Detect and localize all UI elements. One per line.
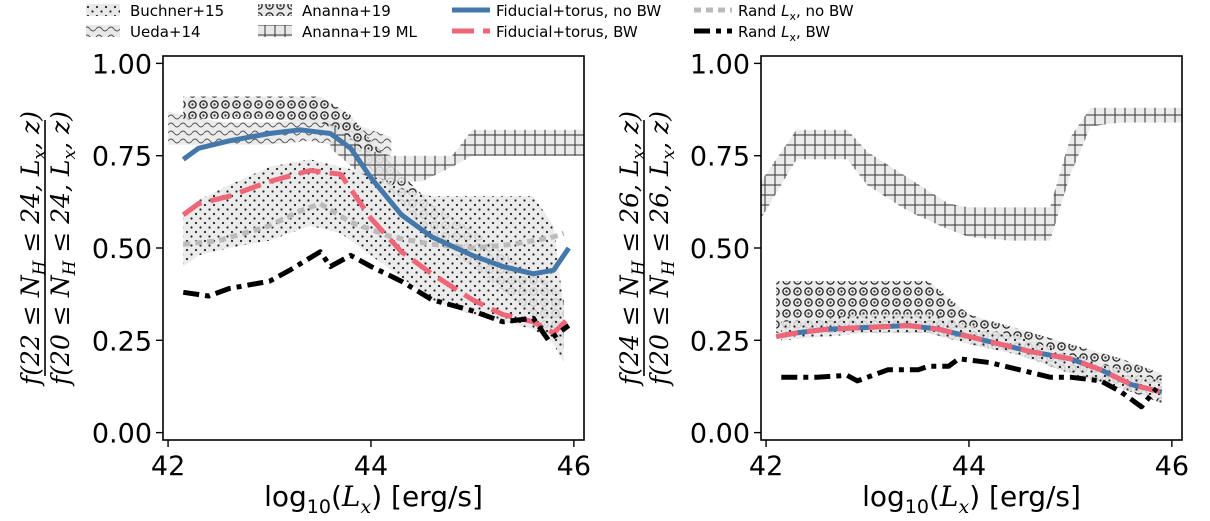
legend-entry-ananna19: Ananna+19 bbox=[258, 2, 391, 20]
series-fid_bw-left bbox=[181, 168, 571, 336]
legend-entry-buchner15: Buchner+15 bbox=[86, 2, 224, 20]
ytick-label-right-4: 1.00 bbox=[690, 49, 750, 80]
ylabel-numerator-left: f(22 ≤ NH​ ≤ 24, Lx​, z) bbox=[16, 111, 50, 387]
legend: Buchner+15 Ueda+14 Ananna+19 Ananna+19 ML Fi… bbox=[86, 2, 854, 44]
ytick-label-right-1: 0.25 bbox=[690, 326, 750, 357]
legend-label-rand_bw: Rand Lx, BW bbox=[738, 23, 830, 44]
series-rand_bw-left bbox=[182, 249, 571, 343]
band-pattern-buchner15-right bbox=[781, 314, 1162, 400]
xtick-label-left-0: 42 bbox=[151, 451, 185, 482]
legend-swatch-pattern-ananna19 bbox=[258, 4, 292, 16]
legend-entry-fid_nobw: Fiducial+torus, no BW bbox=[452, 2, 661, 20]
ytick-label-left-3: 0.75 bbox=[92, 142, 152, 173]
legend-label-buchner15: Buchner+15 bbox=[130, 2, 224, 20]
ytick-label-left-2: 0.50 bbox=[92, 234, 152, 265]
legend-entry-rand_nobw: Rand Lx, no BW bbox=[694, 2, 854, 23]
xtick-label-left-1: 44 bbox=[354, 451, 388, 482]
ytick-label-right-3: 0.75 bbox=[690, 142, 750, 173]
legend-label-fid_bw: Fiducial+torus, BW bbox=[496, 23, 638, 41]
legend-label-ueda14: Ueda+14 bbox=[130, 23, 201, 41]
ylabel-left: f(22 ≤ NH​ ≤ 24, Lx​, z)f(20 ≤ NH​ ≤ 24,… bbox=[16, 111, 80, 387]
xlabel-left: log10(Lx) [erg/s] bbox=[264, 480, 483, 518]
xlabel-right: log10(Lx) [erg/s] bbox=[862, 480, 1081, 518]
legend-label-fid_nobw: Fiducial+torus, no BW bbox=[496, 2, 661, 20]
band-pattern-ananna19-left bbox=[183, 96, 564, 348]
ylabel-right: f(24 ≤ NH​ ≤ 26, Lx​, z)f(20 ≤ NH​ ≤ 26,… bbox=[615, 111, 679, 387]
legend-entry-ananna19ml: Ananna+19 ML bbox=[258, 23, 418, 41]
ytick-label-left-1: 0.25 bbox=[92, 326, 152, 357]
ytick-label-right-2: 0.50 bbox=[690, 234, 750, 265]
series-rand_bw-right bbox=[781, 356, 1159, 410]
series-fid_nobw-left bbox=[181, 127, 571, 277]
ytick-label-left-0: 0.00 bbox=[92, 419, 152, 450]
series-rand_nobw-left bbox=[183, 201, 565, 251]
legend-entry-ueda14: Ueda+14 bbox=[86, 23, 201, 41]
legend-swatch-pattern-ueda14 bbox=[86, 25, 120, 37]
right-panel: 42 44 46 0.00 0.25 0.50 0.75 1.00 log10(Lx) [erg… bbox=[615, 49, 1189, 518]
legend-swatch-pattern-buchner15 bbox=[86, 4, 120, 16]
plot-area-left bbox=[168, 96, 584, 363]
ylabel-denominator-right: f(20 ≤ NH​ ≤ 26, Lx​, z) bbox=[645, 111, 679, 387]
plot-area-right bbox=[761, 107, 1182, 410]
ytick-label-left-4: 1.00 bbox=[92, 49, 152, 80]
xtick-label-right-1: 44 bbox=[952, 451, 986, 482]
xtick-label-left-2: 46 bbox=[557, 451, 591, 482]
band-pattern-ananna19ml-right bbox=[761, 107, 1182, 241]
legend-label-ananna19: Ananna+19 bbox=[302, 2, 391, 20]
series-fid_bw-right bbox=[775, 323, 1163, 395]
legend-swatch-pattern-ananna19ml bbox=[258, 25, 292, 37]
legend-label-rand_nobw: Rand Lx, no BW bbox=[738, 2, 854, 23]
xtick-label-right-2: 46 bbox=[1155, 451, 1189, 482]
legend-entry-fid_bw: Fiducial+torus, BW bbox=[452, 23, 638, 41]
legend-label-ananna19ml: Ananna+19 ML bbox=[302, 23, 418, 41]
left-panel: 42 44 46 0.00 0.25 0.50 0.75 1.00 log10(Lx) [erg… bbox=[16, 49, 591, 518]
band-pattern-ananna19ml-left bbox=[330, 122, 584, 182]
ytick-label-right-0: 0.00 bbox=[690, 419, 750, 450]
xtick-label-right-0: 42 bbox=[749, 451, 783, 482]
legend-entry-rand_bw: Rand Lx, BW bbox=[694, 23, 830, 44]
ylabel-numerator-right: f(24 ≤ NH​ ≤ 26, Lx​, z) bbox=[615, 111, 649, 387]
ylabel-denominator-left: f(20 ≤ NH​ ≤ 24, Lx​, z) bbox=[46, 111, 80, 387]
